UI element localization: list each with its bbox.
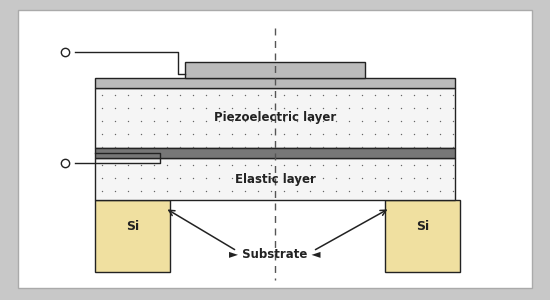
Text: Si: Si bbox=[126, 220, 139, 232]
Text: ► Substrate ◄: ► Substrate ◄ bbox=[229, 248, 321, 262]
Text: Si: Si bbox=[416, 220, 429, 232]
Bar bbox=[385, 200, 460, 272]
Bar bbox=[95, 88, 455, 148]
Text: Elastic layer: Elastic layer bbox=[234, 172, 316, 185]
Bar bbox=[95, 78, 455, 88]
Text: Piezoelectric layer: Piezoelectric layer bbox=[214, 112, 336, 124]
Bar bbox=[185, 62, 365, 78]
Bar bbox=[95, 158, 455, 200]
Bar bbox=[95, 148, 455, 158]
Bar bbox=[95, 200, 170, 272]
